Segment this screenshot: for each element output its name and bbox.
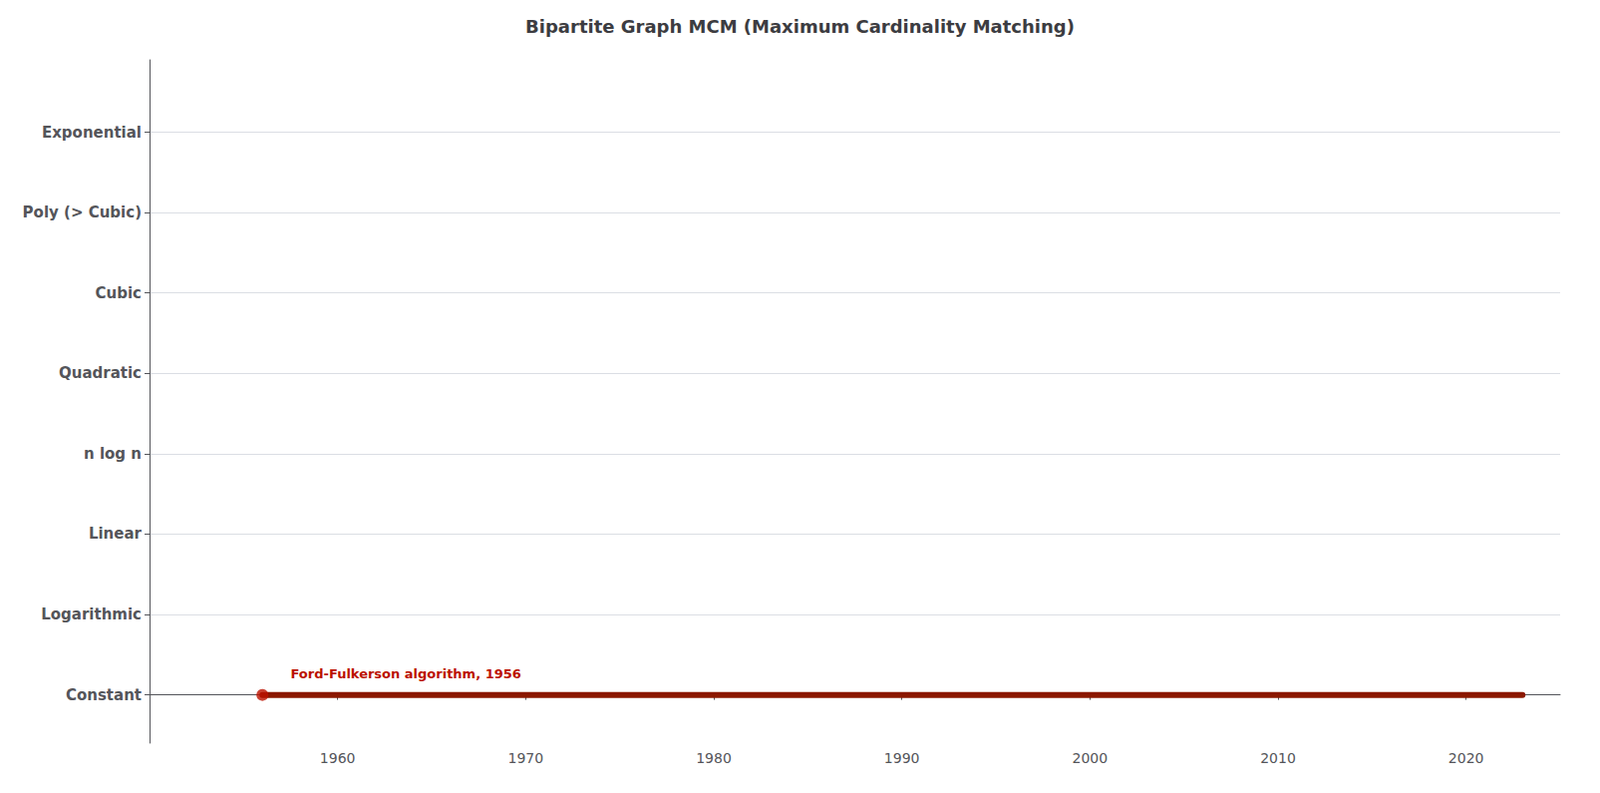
svg-text:n log n: n log n [83, 444, 142, 463]
svg-text:Ford-Fulkerson algorithm, 1956: Ford-Fulkerson algorithm, 1956 [291, 665, 522, 681]
svg-text:2020: 2020 [1448, 749, 1485, 766]
svg-text:Quadratic: Quadratic [58, 363, 142, 382]
svg-text:2010: 2010 [1260, 749, 1296, 766]
svg-text:1990: 1990 [884, 749, 921, 766]
svg-text:1960: 1960 [320, 749, 356, 766]
svg-text:Poly (> Cubic): Poly (> Cubic) [22, 203, 142, 222]
svg-text:Logarithmic: Logarithmic [40, 605, 142, 624]
svg-text:Linear: Linear [88, 524, 143, 543]
svg-text:2000: 2000 [1072, 749, 1109, 766]
svg-text:Cubic: Cubic [95, 284, 142, 303]
svg-text:1970: 1970 [508, 749, 545, 766]
svg-text:Exponential: Exponential [41, 123, 142, 142]
svg-text:Bipartite Graph MCM (Maximum C: Bipartite Graph MCM (Maximum Cardinality… [525, 15, 1075, 37]
svg-text:1980: 1980 [695, 749, 732, 766]
svg-text:Constant: Constant [65, 685, 142, 704]
